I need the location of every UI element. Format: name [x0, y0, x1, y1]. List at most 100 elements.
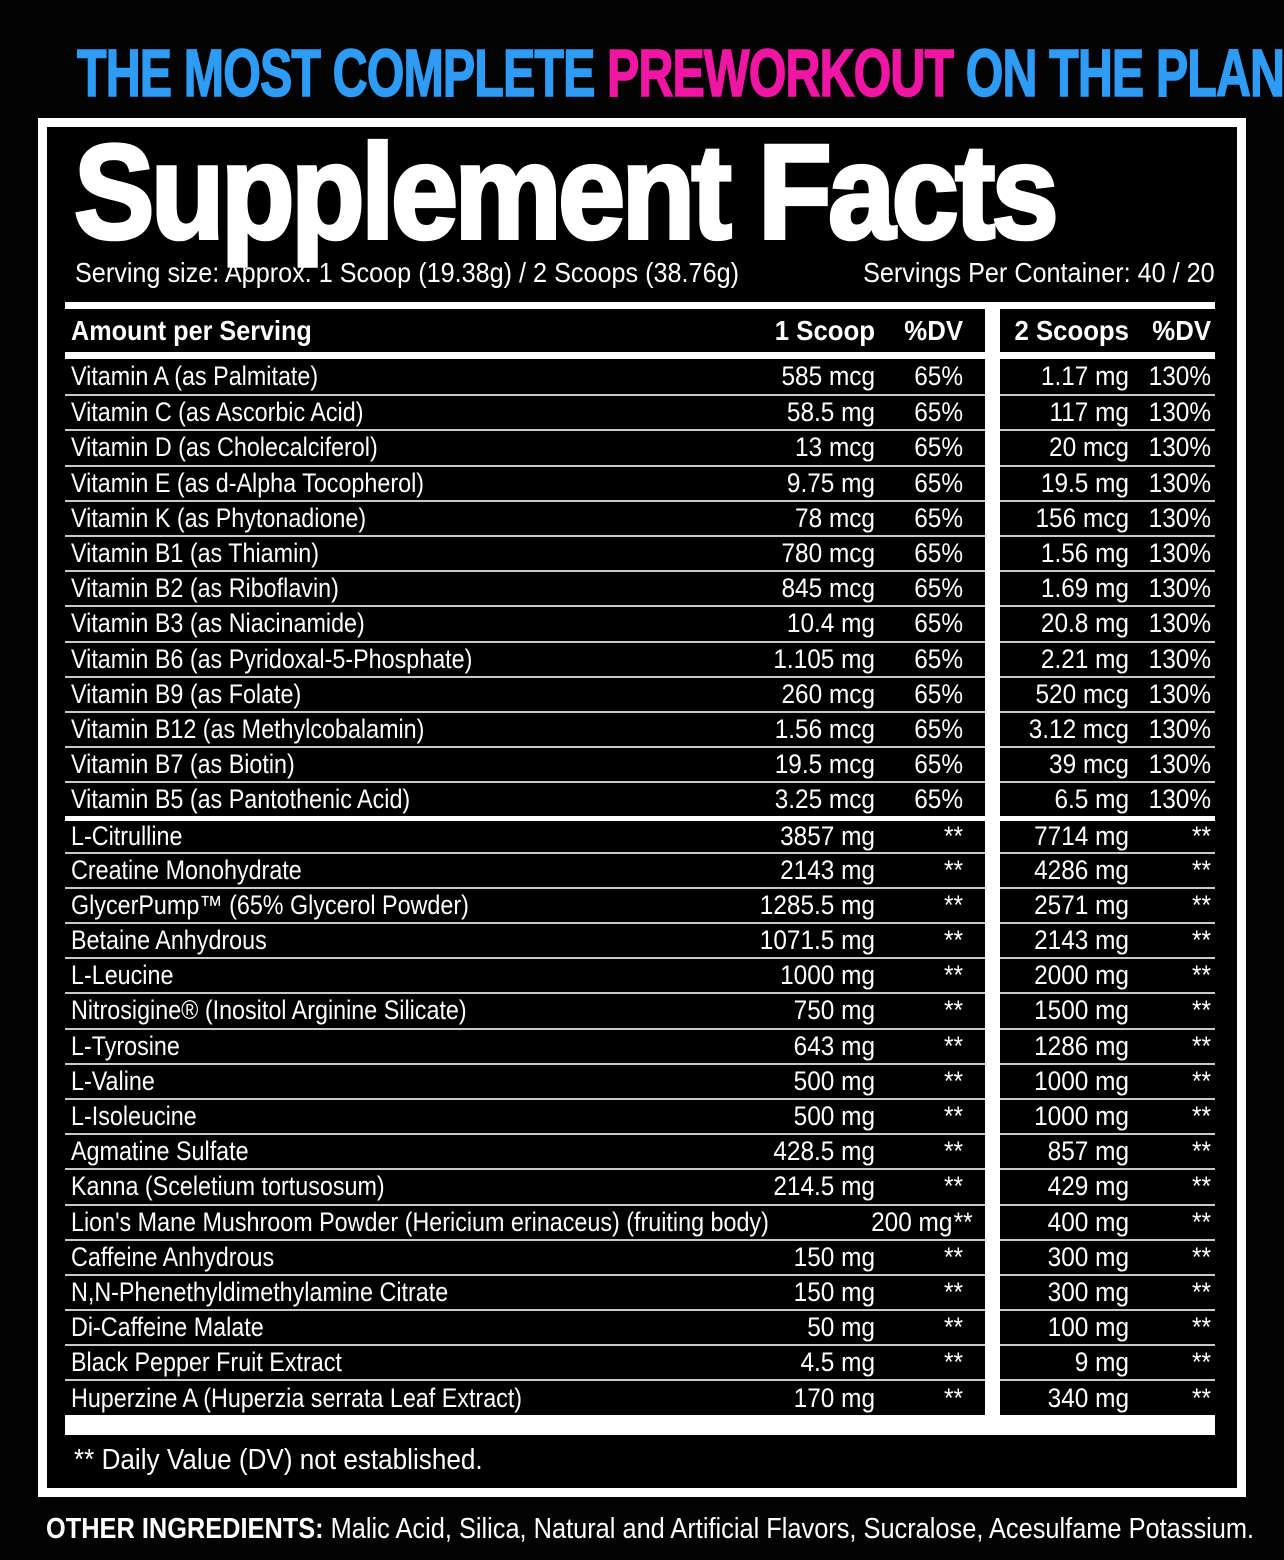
amount-2-scoops: 20 mcg: [1049, 432, 1129, 463]
ingredient-name: Vitamin E (as d-Alpha Tocopherol): [71, 467, 425, 498]
amount-1-scoop: 150 mg: [793, 1276, 875, 1307]
dv-1-scoop: 65%: [914, 502, 963, 533]
table-row: 6.5 mg 130%: [1000, 781, 1215, 816]
ingredient-name: L-Valine: [71, 1065, 155, 1096]
one-scoop-rows: Vitamin A (as Palmitate) 585 mcg 65% Vitami…: [65, 359, 985, 1415]
amount-2-scoops: 300 mg: [1047, 1241, 1129, 1272]
serving-size-text: Serving size: Approx. 1 Scoop (19.38g) /…: [75, 257, 739, 288]
header-one-scoop: 1 Scoop: [774, 314, 875, 346]
dv-1-scoop: 65%: [914, 643, 963, 674]
amount-2-scoops: 1.69 mg: [1040, 573, 1129, 604]
dv-2-scoops: **: [1192, 995, 1211, 1026]
amount-1-scoop: 428.5 mg: [773, 1136, 875, 1167]
dv-2-scoops: **: [1192, 1382, 1211, 1413]
ingredient-name: Vitamin B7 (as Biotin): [71, 749, 295, 780]
ingredient-name: Vitamin B9 (as Folate): [71, 678, 302, 709]
table-row: Vitamin B7 (as Biotin) 19.5 mcg 65%: [65, 746, 985, 781]
ingredient-name: Black Pepper Fruit Extract: [71, 1347, 342, 1378]
table-row: N,N-Phenethyldimethylamine Citrate 150 mg…: [65, 1273, 985, 1309]
amount-2-scoops: 857 mg: [1047, 1136, 1129, 1167]
dv-2-scoops: **: [1192, 1276, 1211, 1307]
table-row: Vitamin A (as Palmitate) 585 mcg 65%: [65, 359, 985, 394]
table-row: Vitamin B9 (as Folate) 260 mcg 65%: [65, 675, 985, 711]
dv-1-scoop: 65%: [914, 608, 963, 639]
amount-2-scoops: 1000 mg: [1034, 1065, 1129, 1096]
amount-2-scoops: 300 mg: [1047, 1276, 1129, 1307]
ingredient-name: GlycerPump™ (65% Glycerol Powder): [71, 889, 469, 920]
dv-1-scoop: **: [944, 995, 963, 1026]
table-row: 3.12 mcg 130%: [1000, 710, 1215, 746]
table-row: Betaine Anhydrous 1071.5 mg **: [65, 922, 985, 957]
table-row: 19.5 mg 130%: [1000, 464, 1215, 500]
amount-2-scoops: 2143 mg: [1034, 925, 1129, 956]
dv-1-scoop: **: [944, 1276, 963, 1307]
amount-1-scoop: 4.5 mg: [800, 1347, 875, 1378]
dv-2-scoops: 130%: [1148, 432, 1211, 463]
table-row: Vitamin B2 (as Riboflavin) 845 mcg 65%: [65, 570, 985, 605]
table-row: Vitamin E (as d-Alpha Tocopherol) 9.75 mg…: [65, 464, 985, 500]
dv-2-scoops: 130%: [1148, 467, 1211, 498]
table-row: 39 mcg 130%: [1000, 746, 1215, 781]
dv-1-scoop: 65%: [914, 361, 963, 392]
amount-1-scoop: 643 mg: [793, 1030, 875, 1061]
dv-1-scoop: **: [944, 889, 963, 920]
table-row: 2.21 mg 130%: [1000, 640, 1215, 676]
amount-1-scoop: 2143 mg: [780, 854, 875, 885]
amount-2-scoops: 3.12 mcg: [1028, 713, 1129, 744]
table-row: 857 mg **: [1000, 1133, 1215, 1168]
amount-1-scoop: 58.5 mg: [786, 397, 875, 428]
ingredient-name: Vitamin B1 (as Thiamin): [71, 538, 319, 569]
table-row: 520 mcg 130%: [1000, 675, 1215, 711]
one-scoop-column: Amount per Serving 1 Scoop %DV Vitamin A…: [65, 309, 985, 1415]
amount-1-scoop: 500 mg: [793, 1065, 875, 1096]
ingredient-name: Vitamin B5 (as Pantothenic Acid): [71, 784, 411, 815]
dv-2-scoops: 130%: [1148, 397, 1211, 428]
amount-2-scoops: 39 mcg: [1049, 749, 1129, 780]
amount-1-scoop: 150 mg: [793, 1241, 875, 1272]
ingredient-name: L-Leucine: [71, 960, 174, 991]
amount-1-scoop: 585 mcg: [781, 361, 875, 392]
other-ingredients-text: Malic Acid, Silica, Natural and Artifici…: [323, 1513, 1255, 1545]
amount-2-scoops: 400 mg: [1047, 1206, 1129, 1237]
amount-1-scoop: 3.25 mcg: [774, 784, 875, 815]
dv-1-scoop: **: [944, 960, 963, 991]
table-row: 300 mg **: [1000, 1238, 1215, 1274]
amount-1-scoop: 1.105 mg: [773, 643, 875, 674]
table-row: 20 mcg 130%: [1000, 429, 1215, 464]
dv-1-scoop: **: [944, 1312, 963, 1343]
dv-1-scoop: **: [944, 1347, 963, 1378]
ingredient-name: Vitamin A (as Palmitate): [71, 361, 319, 392]
amount-2-scoops: 520 mcg: [1035, 678, 1129, 709]
dv-2-scoops: **: [1192, 1241, 1211, 1272]
amount-1-scoop: 13 mcg: [795, 432, 875, 463]
table-row: Vitamin D (as Cholecalciferol) 13 mcg 65%: [65, 429, 985, 464]
ingredient-name: Caffeine Anhydrous: [71, 1241, 275, 1272]
table-row: Vitamin B1 (as Thiamin) 780 mcg 65%: [65, 534, 985, 570]
dv-1-scoop: **: [944, 1171, 963, 1202]
column-divider: [985, 309, 1000, 1415]
header-dv-one-scoop: %DV: [904, 314, 963, 346]
dv-2-scoops: **: [1192, 1312, 1211, 1343]
dv-2-scoops: 130%: [1148, 749, 1211, 780]
table-row: 1.69 mg 130%: [1000, 570, 1215, 605]
dv-1-scoop: 65%: [914, 749, 963, 780]
dv-1-scoop: 65%: [914, 467, 963, 498]
amount-2-scoops: 156 mcg: [1035, 502, 1129, 533]
amount-1-scoop: 1071.5 mg: [759, 925, 875, 956]
table-row: 20.8 mg 130%: [1000, 605, 1215, 640]
banner-text-suffix: ON THE PLANET: [965, 34, 1284, 111]
dv-2-scoops: 130%: [1148, 643, 1211, 674]
table-row: 1000 mg **: [1000, 1097, 1215, 1133]
table-row: L-Leucine 1000 mg **: [65, 957, 985, 992]
amount-1-scoop: 500 mg: [793, 1101, 875, 1132]
banner-headline: THE MOST COMPLETE PREWORKOUT ON THE PLAN…: [76, 35, 1284, 110]
dv-2-scoops: 130%: [1148, 502, 1211, 533]
amount-1-scoop: 780 mcg: [781, 538, 875, 569]
table-row: Creatine Monohydrate 2143 mg **: [65, 851, 985, 887]
dv-1-scoop: 65%: [914, 573, 963, 604]
table-row: 340 mg **: [1000, 1379, 1215, 1414]
table-row: Kanna (Sceletium tortusosum) 214.5 mg **: [65, 1168, 985, 1203]
serving-info-row: Serving size: Approx. 1 Scoop (19.38g) /…: [65, 257, 1215, 289]
table-row: 300 mg **: [1000, 1273, 1215, 1309]
table-row: 117 mg 130%: [1000, 394, 1215, 429]
